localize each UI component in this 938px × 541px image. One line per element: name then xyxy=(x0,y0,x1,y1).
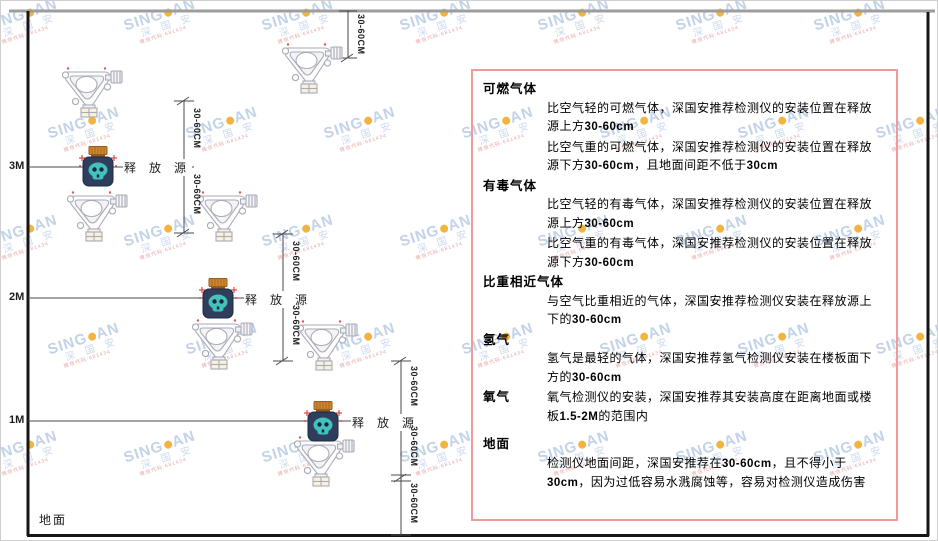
spec-panel: 可燃气体 比空气轻的可燃气体，深国安推荐检测仪的安装位置在释放源上方30-60c… xyxy=(471,69,898,521)
section-paragraph: 比空气轻的有毒气体，深国安推荐检测仪的安装位置在释放源上方30-60cm xyxy=(547,197,873,230)
height-label-3m: 3M xyxy=(9,160,25,172)
section-ground: 地面 检测仪地面间距，深国安推荐在30-60cm，且不得小于30cm，因为过低容… xyxy=(483,435,884,493)
release-source-label: 释 放 源 xyxy=(123,159,193,176)
section-paragraph: 氧气检测仪的安装，深国安推荐其安装高度在距离地面或楼板1.5-2M的范围内 xyxy=(547,390,873,423)
release-source-label: 释 放 源 xyxy=(244,291,314,308)
section-heading: 有毒气体 xyxy=(483,178,538,193)
dim-label-1m-above: 30-60CM xyxy=(409,366,419,407)
section-heading: 可燃气体 xyxy=(483,82,538,96)
section-toxic-gas: 有毒气体 比空气轻的有毒气体，深国安推荐检测仪的安装位置在释放源上方30-60c… xyxy=(483,177,884,273)
section-paragraph: 比空气重的可燃气体，深国安推荐检测仪的安装位置在释放源下方30-60cm，且地面… xyxy=(547,139,873,173)
release-source-label: 释 放 源 xyxy=(351,414,421,431)
section-flammable-gas: 可燃气体 比空气轻的可燃气体，深国安推荐检测仪的安装位置在释放源上方30-60c… xyxy=(483,80,884,176)
section-heading: 比重相近气体 xyxy=(483,275,565,289)
dim-label-ground-clearance: 30-60CM xyxy=(409,483,419,524)
dim-label-ceiling: 30-60CM xyxy=(356,14,366,55)
dim-label-2m-above: 30-60CM xyxy=(291,241,301,282)
section-hydrogen: 氢气 氢气是最轻的气体，深国安推荐氢气检测仪安装在楼板面下方的30-60cm xyxy=(483,331,884,388)
section-paragraph: 与空气比重相近的气体，深国安推荐检测仪安装在释放源上下的30-60cm xyxy=(547,293,873,327)
height-label-2m: 2M xyxy=(9,291,25,303)
section-similar-density-gas: 比重相近气体 与空气比重相近的气体，深国安推荐检测仪安装在释放源上下的30-60… xyxy=(483,273,884,330)
dim-label-1m-below: 30-60CM xyxy=(409,426,419,467)
section-paragraph: 比空气重的有毒气体，深国安推荐检测仪的安装位置在释放源下方30-60cm xyxy=(547,236,873,269)
dim-label-2m-below: 30-60CM xyxy=(291,305,301,346)
section-heading: 氧气 xyxy=(483,390,511,404)
section-paragraph: 比空气轻的可燃气体，深国安推荐检测仪的安装位置在释放源上方30-60cm xyxy=(547,100,873,134)
height-label-1m: 1M xyxy=(9,414,25,426)
section-paragraph: 检测仪地面间距，深国安推荐在30-60cm，且不得小于30cm，因为过低容易水溅… xyxy=(547,455,866,490)
section-heading: 氢气 xyxy=(483,332,511,347)
section-heading: 地面 xyxy=(483,437,511,451)
dim-label-3m-below: 30-60CM xyxy=(192,174,202,215)
ground-label: 地面 xyxy=(39,513,68,527)
dim-label-3m-above: 30-60CM xyxy=(192,108,202,149)
section-paragraph: 氢气是最轻的气体，深国安推荐氢气检测仪安装在楼板面下方的30-60cm xyxy=(547,351,873,384)
section-oxygen: 氧气 氧气检测仪的安装，深国安推荐其安装高度在距离地面或楼板1.5-2M的范围内 xyxy=(483,388,884,426)
